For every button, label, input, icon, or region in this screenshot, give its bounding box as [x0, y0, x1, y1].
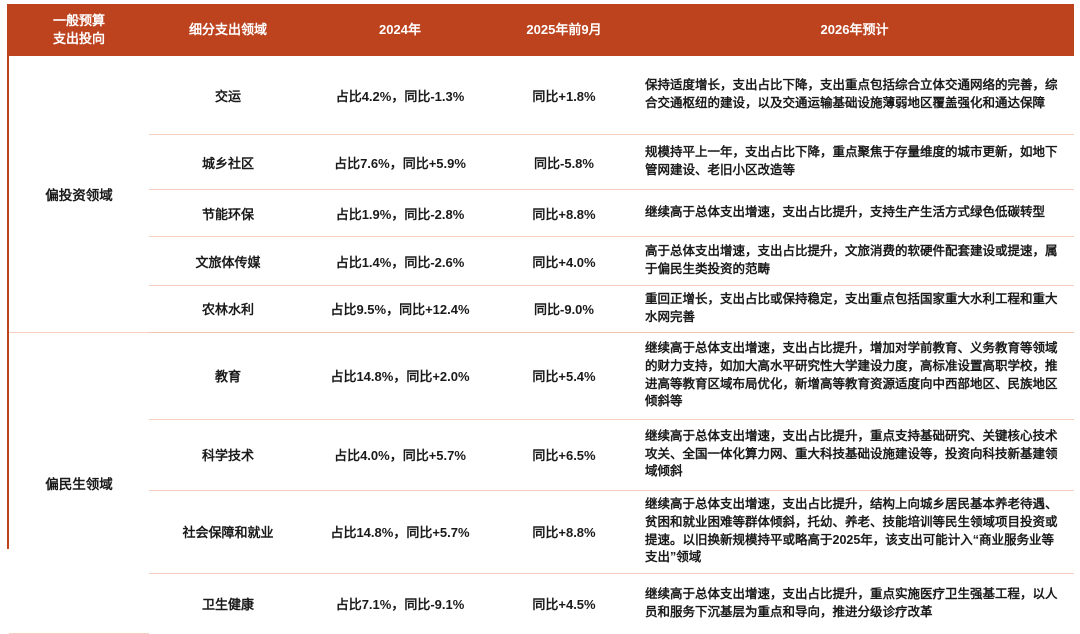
y2025-cell: 同比+8.8%: [493, 490, 635, 574]
header-2024: 2024年: [307, 4, 493, 56]
y2025-cell: 同比+1.8%: [493, 56, 635, 135]
field-cell: 城乡社区: [149, 134, 307, 190]
y2026-cell: 继续高于总体支出增速，支出占比提升，结构上向城乡居民基本养老待遇、贫困和就业困难…: [635, 490, 1074, 574]
table-body: 偏投资领域 交运 占比4.2%，同比-1.3% 同比+1.8% 保持适度增长，支…: [9, 56, 1074, 634]
y2024-cell: 占比4.2%，同比-1.3%: [307, 56, 493, 135]
header-2026: 2026年预计: [635, 4, 1074, 56]
field-cell: 科学技术: [149, 419, 307, 491]
table-row-health: 卫生健康 占比7.1%，同比-9.1% 同比+4.5% 继续高于总体支出增速，支…: [9, 573, 1074, 634]
y2025-cell: 同比+4.0%: [493, 236, 635, 286]
y2024-cell: 占比14.8%，同比+2.0%: [307, 332, 493, 420]
table-row-transport: 偏投资领域 交运 占比4.2%，同比-1.3% 同比+1.8% 保持适度增长，支…: [9, 56, 1074, 333]
field-cell: 教育: [149, 332, 307, 420]
header-subfield: 细分支出领域: [149, 4, 307, 56]
y2026-cell: 保持适度增长，支出占比下降，支出重点包括综合立体交通网络的完善，综合交通枢纽的建…: [635, 56, 1074, 135]
budget-expenditure-table: 一般预算 支出投向 细分支出领域 2024年 2025年前9月 2026年预计 …: [9, 4, 1074, 634]
table-row-social-security: 社会保障和就业 占比14.8%，同比+5.7% 同比+8.8% 继续高于总体支出…: [9, 490, 1074, 574]
y2024-cell: 占比9.5%，同比+12.4%: [307, 285, 493, 333]
y2026-cell: 重回正增长，支出占比或保持稳定，支出重点包括国家重大水利工程和重大水网完善: [635, 285, 1074, 333]
y2025-cell: 同比-9.0%: [493, 285, 635, 333]
group-cell-investment: 偏投资领域: [9, 56, 149, 333]
y2025-cell: 同比-5.8%: [493, 134, 635, 190]
table-row-culture-media: 文旅体传媒 占比1.4%，同比-2.6% 同比+4.0% 高于总体支出增速，支出…: [9, 236, 1074, 286]
field-cell: 卫生健康: [149, 573, 307, 634]
y2024-cell: 占比14.8%，同比+5.7%: [307, 490, 493, 574]
y2026-cell: 高于总体支出增速，支出占比提升，文旅消费的软硬件配套建设或提速，属于偏民生类投资…: [635, 236, 1074, 286]
table-row-agriculture-water: 农林水利 占比9.5%，同比+12.4% 同比-9.0% 重回正增长，支出占比或…: [9, 285, 1074, 333]
y2024-cell: 占比1.9%，同比-2.8%: [307, 189, 493, 237]
header-direction: 一般预算 支出投向: [9, 4, 149, 56]
table-row-science-tech: 科学技术 占比4.0%，同比+5.7% 同比+6.5% 继续高于总体支出增速，支…: [9, 419, 1074, 491]
table-header: 一般预算 支出投向 细分支出领域 2024年 2025年前9月 2026年预计: [9, 4, 1074, 56]
y2026-cell: 继续高于总体支出增速，支出占比提升，增加对学前教育、义务教育等领域的财力支持，如…: [635, 332, 1074, 420]
y2025-cell: 同比+4.5%: [493, 573, 635, 634]
y2024-cell: 占比4.0%，同比+5.7%: [307, 419, 493, 491]
field-cell: 交运: [149, 56, 307, 135]
y2024-cell: 占比7.1%，同比-9.1%: [307, 573, 493, 634]
y2026-cell: 继续高于总体支出增速，支出占比提升，支持生产生活方式绿色低碳转型: [635, 189, 1074, 237]
y2025-cell: 同比+8.8%: [493, 189, 635, 237]
field-cell: 社会保障和就业: [149, 490, 307, 574]
group-cell-livelihood: 偏民生领域: [9, 332, 149, 634]
header-direction-line1: 一般预算: [52, 13, 105, 29]
budget-table-container: 一般预算 支出投向 细分支出领域 2024年 2025年前9月 2026年预计 …: [7, 4, 1074, 634]
y2025-cell: 同比+6.5%: [493, 419, 635, 491]
header-row: 一般预算 支出投向 细分支出领域 2024年 2025年前9月 2026年预计: [9, 4, 1074, 56]
header-direction-line2: 支出投向: [52, 31, 105, 46]
y2024-cell: 占比1.4%，同比-2.6%: [307, 236, 493, 286]
field-cell: 节能环保: [149, 189, 307, 237]
field-cell: 农林水利: [149, 285, 307, 333]
y2026-cell: 规模持平上一年，支出占比下降，重点聚焦于存量维度的城市更新，如地下管网建设、老旧…: [635, 134, 1074, 190]
y2026-cell: 继续高于总体支出增速，支出占比提升，重点支持基础研究、关键核心技术攻关、全国一体…: [635, 419, 1074, 491]
table-row-energy-env: 节能环保 占比1.9%，同比-2.8% 同比+8.8% 继续高于总体支出增速，支…: [9, 189, 1074, 237]
field-cell: 文旅体传媒: [149, 236, 307, 286]
y2026-cell: 继续高于总体支出增速，支出占比提升，重点实施医疗卫生强基工程，以人员和服务下沉基…: [635, 573, 1074, 634]
y2024-cell: 占比7.6%，同比+5.9%: [307, 134, 493, 190]
table-row-urban-rural: 城乡社区 占比7.6%，同比+5.9% 同比-5.8% 规模持平上一年，支出占比…: [9, 134, 1074, 190]
y2025-cell: 同比+5.4%: [493, 332, 635, 420]
table-row-education: 偏民生领域 教育 占比14.8%，同比+2.0% 同比+5.4% 继续高于总体支…: [9, 332, 1074, 634]
page: 一般预算 支出投向 细分支出领域 2024年 2025年前9月 2026年预计 …: [7, 4, 1074, 634]
header-2025: 2025年前9月: [493, 4, 635, 56]
